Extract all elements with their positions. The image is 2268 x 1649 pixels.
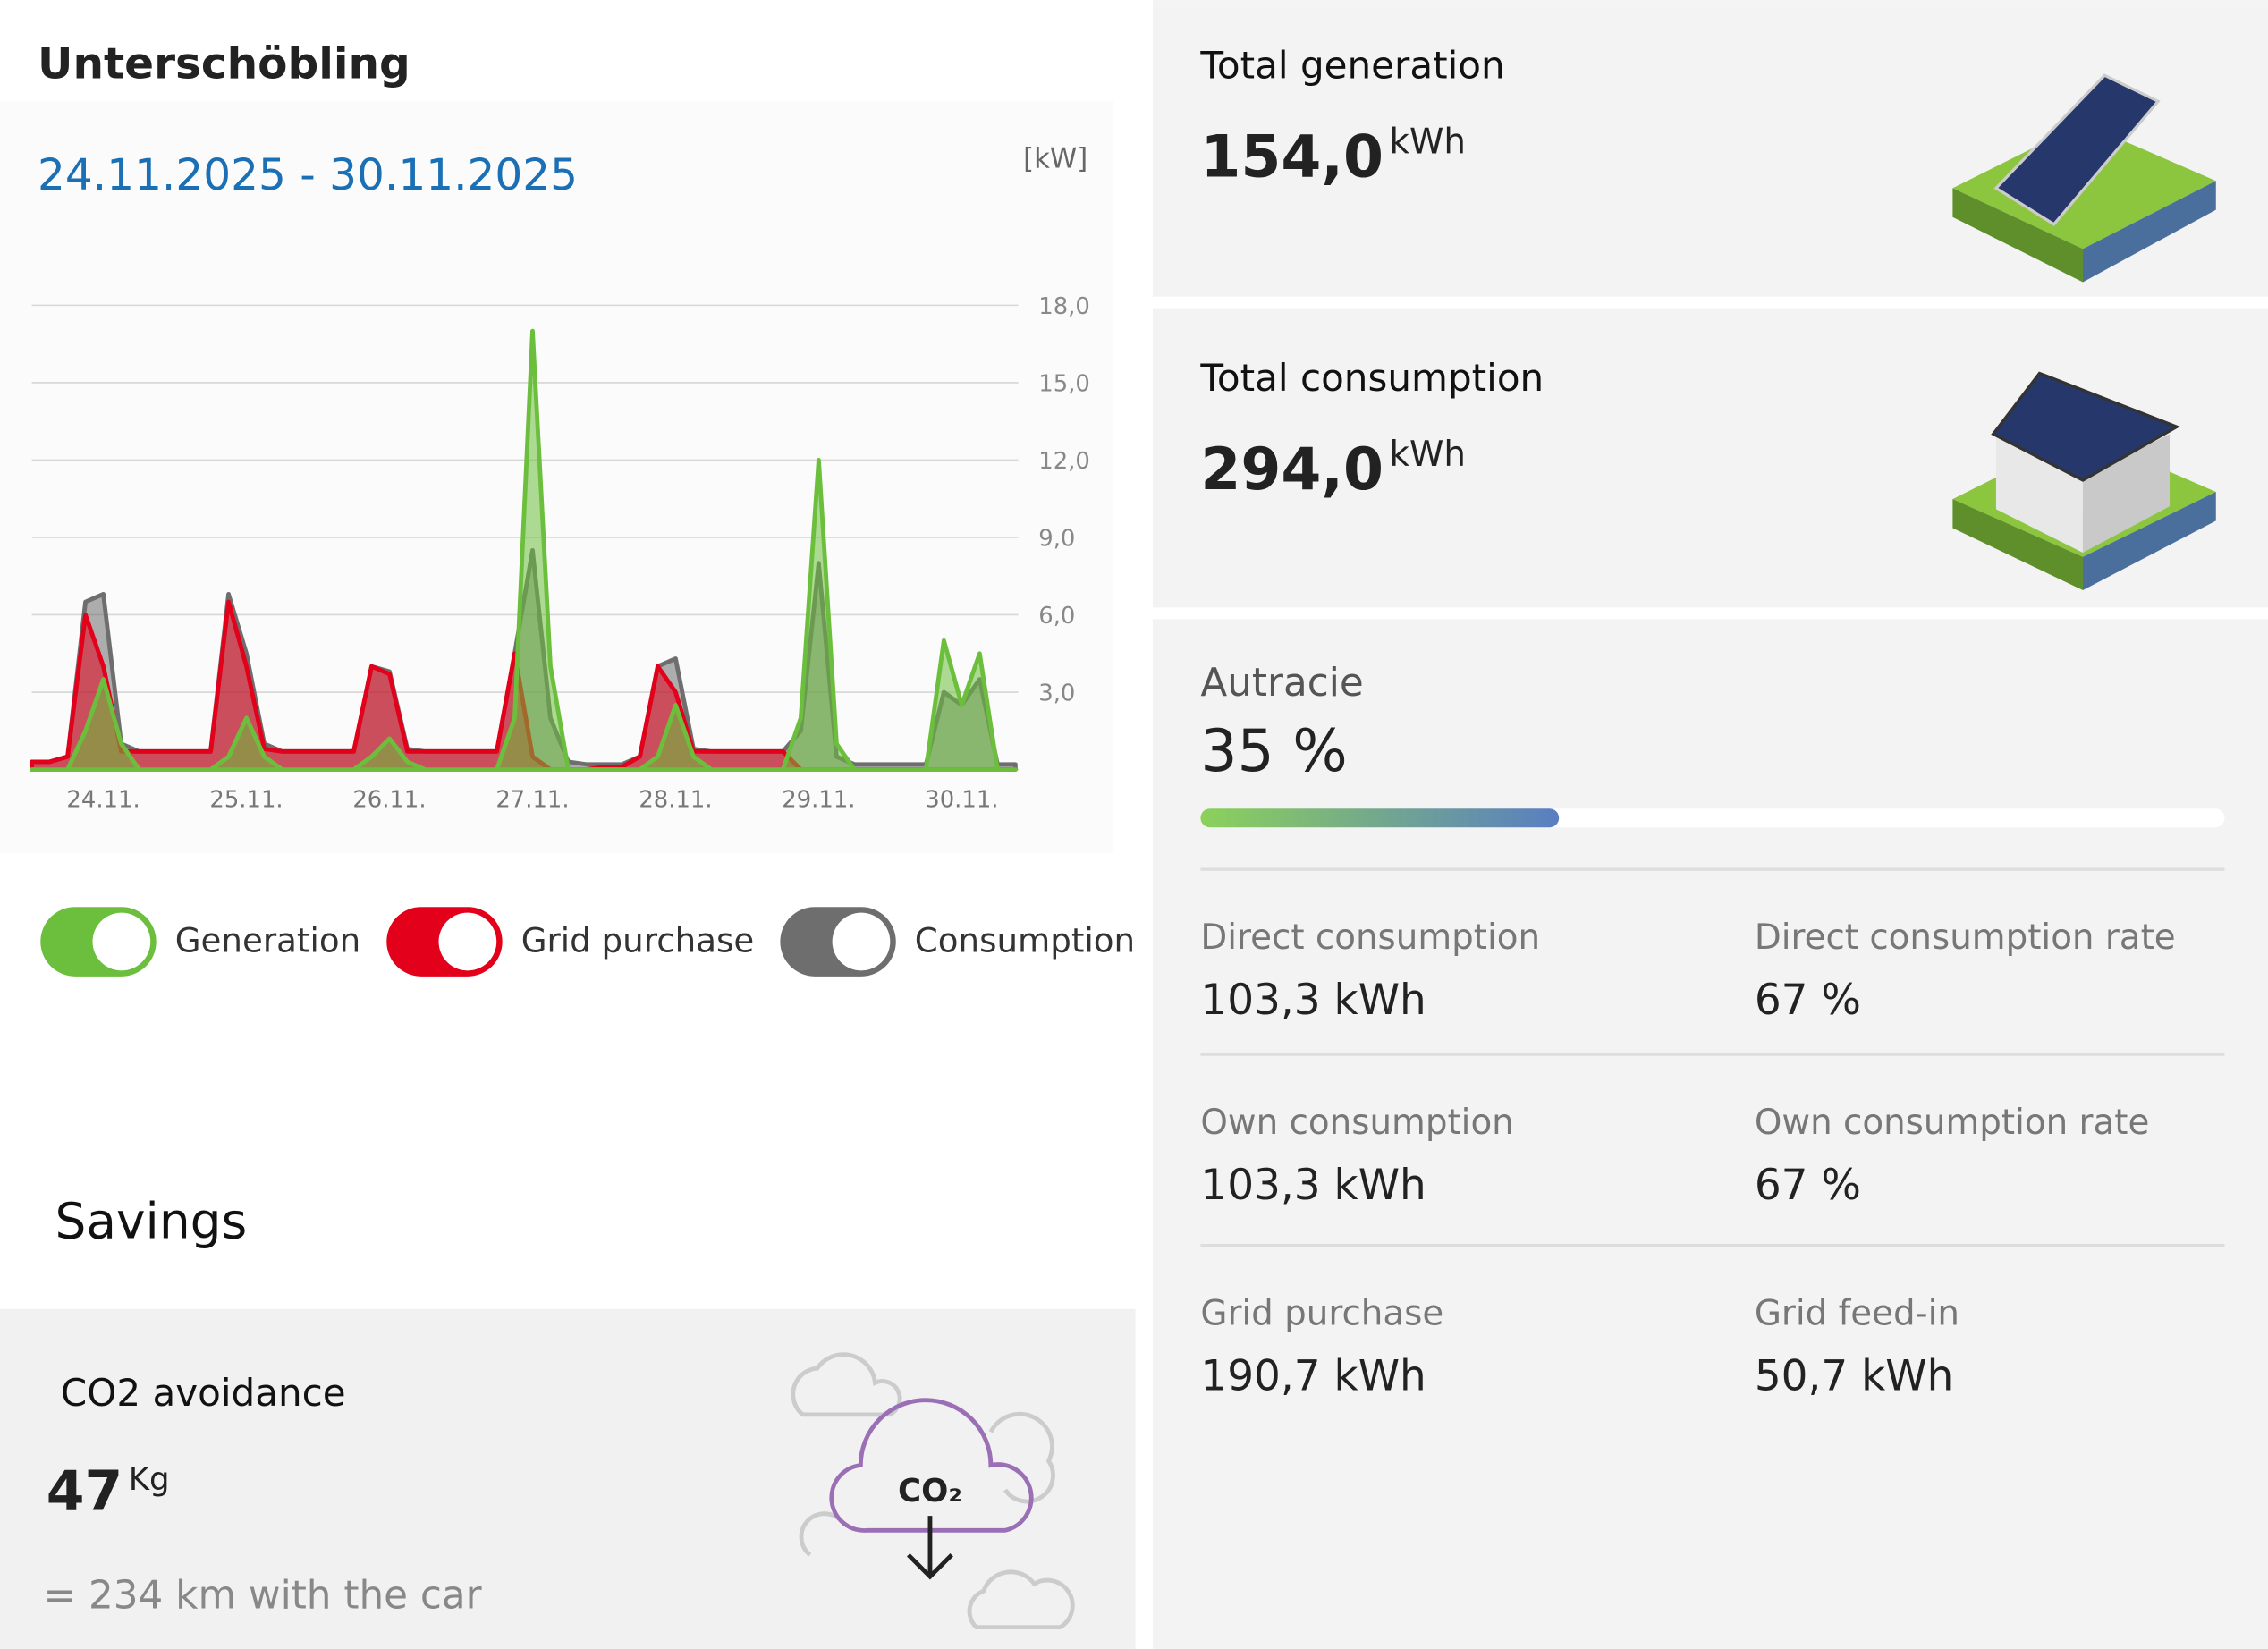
total-value: 154,0 — [1200, 123, 1384, 190]
divider — [1153, 607, 2268, 620]
x-tick-label: 26.11. — [352, 787, 426, 814]
savings-title: Savings — [55, 1193, 247, 1250]
x-tick-label: 25.11. — [209, 787, 283, 814]
y-tick-label: 12,0 — [1038, 448, 1090, 475]
y-tick-label: 15,0 — [1038, 371, 1090, 398]
y-unit: [kW] — [1023, 143, 1087, 175]
co2-equivalent: = 234 km with the car — [44, 1573, 482, 1619]
co2-unit: Kg — [129, 1461, 170, 1498]
stat-value: 67 % — [1755, 1161, 1861, 1210]
house-icon — [1952, 371, 2216, 590]
x-tick-label: 30.11. — [925, 787, 998, 814]
y-tick-label: 18,0 — [1038, 293, 1090, 320]
stat-label: Own consumption — [1200, 1103, 1513, 1143]
date-range: 24.11.2025 - 30.11.2025 — [38, 150, 578, 200]
stat-label: Own consumption rate — [1755, 1103, 2150, 1143]
progress-bar — [1200, 808, 1560, 828]
co2-icon-label: CO₂ — [898, 1473, 962, 1509]
stat-label: Grid purchase — [1200, 1294, 1443, 1334]
y-tick-label: 9,0 — [1038, 526, 1075, 553]
legend-label: Grid purchase — [521, 920, 755, 960]
x-tick-label: 27.11. — [495, 787, 569, 814]
autarky-value: 35 % — [1200, 718, 1347, 785]
co2-title: CO2 avoidance — [61, 1371, 346, 1415]
co2-card — [0, 1308, 1136, 1649]
series-area — [30, 328, 1018, 772]
toggle-knob — [832, 912, 891, 971]
toggle-knob — [438, 912, 497, 971]
title: Unterschöbling — [38, 38, 410, 89]
x-tick-label: 29.11. — [782, 787, 855, 814]
divider — [1153, 296, 2268, 309]
y-tick-label: 3,0 — [1038, 681, 1075, 707]
stat-label: Direct consumption — [1200, 918, 1540, 958]
stat-label: Direct consumption rate — [1755, 918, 2176, 958]
legend-label: Generation — [175, 920, 360, 960]
stat-value: 190,7 kWh — [1200, 1351, 1426, 1400]
toggle-knob — [92, 912, 151, 971]
total-unit: kWh — [1389, 435, 1465, 475]
co2-icon — [791, 1352, 1075, 1630]
total-label: Total generation — [1199, 43, 1504, 87]
autarky-label: Autracie — [1200, 660, 1363, 706]
co2-value: 47 — [47, 1460, 123, 1524]
legend-label: Consumption — [915, 920, 1135, 960]
stat-value: 67 % — [1755, 976, 1861, 1025]
total-label: Total consumption — [1199, 356, 1544, 400]
y-tick-label: 6,0 — [1038, 603, 1075, 630]
stat-value: 50,7 kWh — [1755, 1351, 1954, 1400]
stat-value: 103,3 kWh — [1200, 1161, 1426, 1210]
stat-value: 103,3 kWh — [1200, 976, 1426, 1025]
total-value: 294,0 — [1200, 436, 1384, 503]
x-tick-label: 28.11. — [639, 787, 712, 814]
x-tick-label: 24.11. — [66, 787, 140, 814]
solar-icon — [1952, 73, 2216, 283]
stat-label: Grid feed-in — [1755, 1294, 1959, 1334]
total-unit: kWh — [1389, 123, 1465, 163]
